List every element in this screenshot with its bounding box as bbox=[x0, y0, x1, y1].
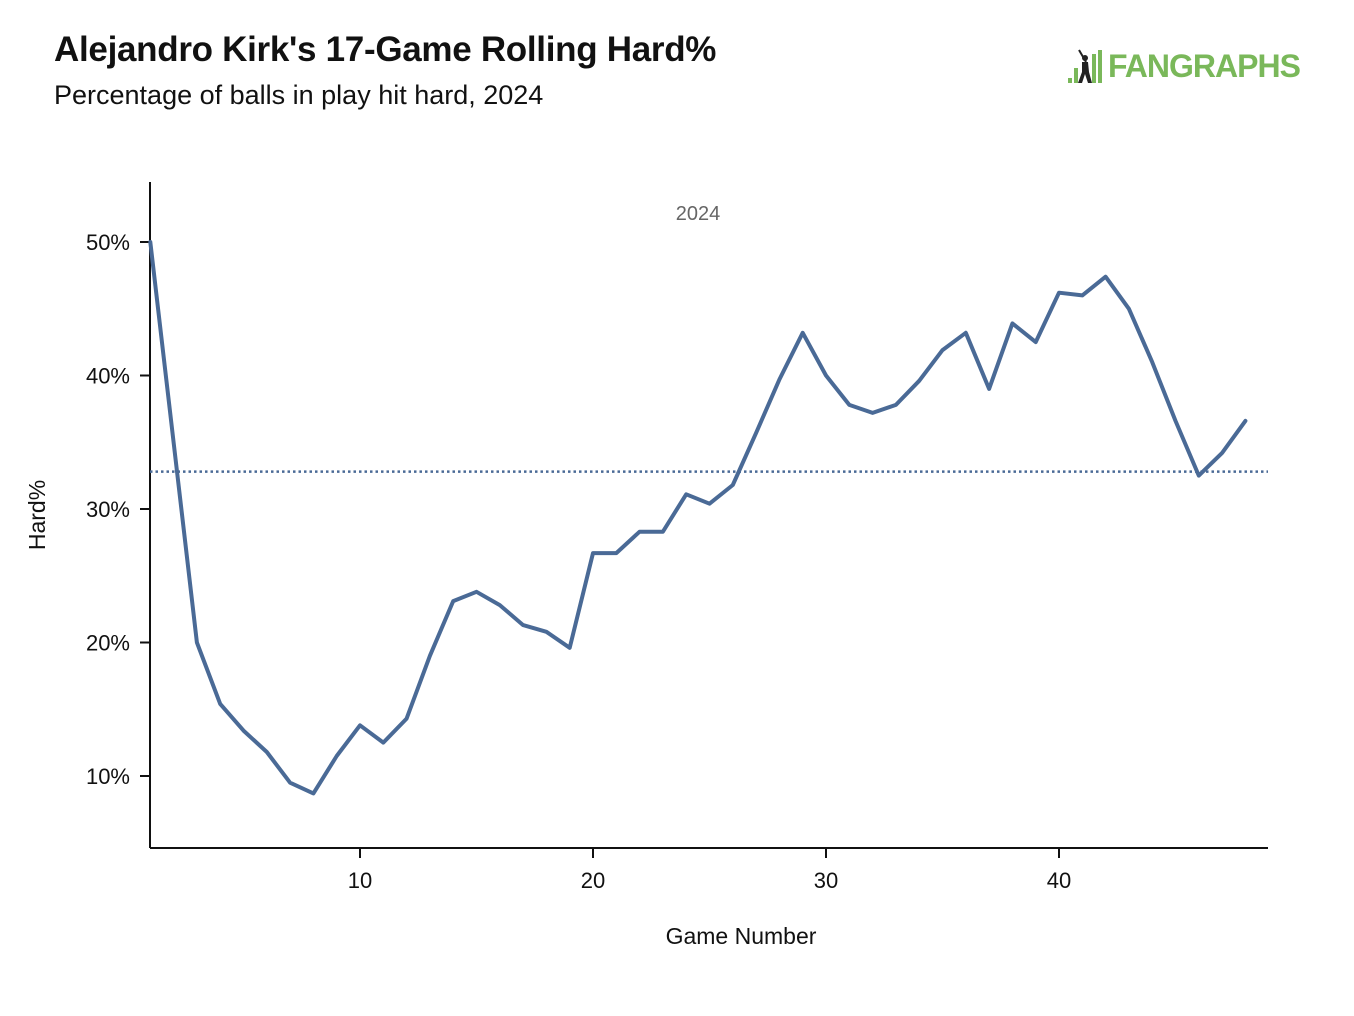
year-annotation: 2024 bbox=[676, 203, 721, 225]
y-tick-label: 20% bbox=[86, 631, 130, 656]
y-tick-label: 40% bbox=[86, 364, 130, 389]
x-tick-label: 10 bbox=[348, 868, 372, 893]
series-line bbox=[148, 240, 1248, 796]
y-axis-title: Hard% bbox=[24, 480, 50, 550]
chart-subtitle: Percentage of balls in play hit hard, 20… bbox=[54, 80, 544, 110]
y-tick-label: 50% bbox=[86, 230, 130, 255]
x-ticks: 10 20 30 40 bbox=[348, 848, 1071, 893]
batter-icon bbox=[1068, 49, 1102, 83]
x-axis-title: Game Number bbox=[666, 923, 817, 949]
y-ticks: 10% 20% 30% 40% 50% bbox=[86, 230, 150, 789]
fangraphs-logo: FANGRAPHS bbox=[1066, 48, 1316, 88]
x-tick-label: 30 bbox=[814, 868, 838, 893]
x-tick-label: 40 bbox=[1047, 868, 1071, 893]
x-tick-label: 20 bbox=[581, 868, 605, 893]
logo-text: FANGRAPHS bbox=[1108, 48, 1301, 84]
y-tick-label: 30% bbox=[86, 497, 130, 522]
data-points bbox=[150, 242, 1245, 794]
y-tick-label: 10% bbox=[86, 764, 130, 789]
axes bbox=[149, 182, 1268, 849]
chart-title: Alejandro Kirk's 17-Game Rolling Hard% bbox=[54, 30, 717, 69]
